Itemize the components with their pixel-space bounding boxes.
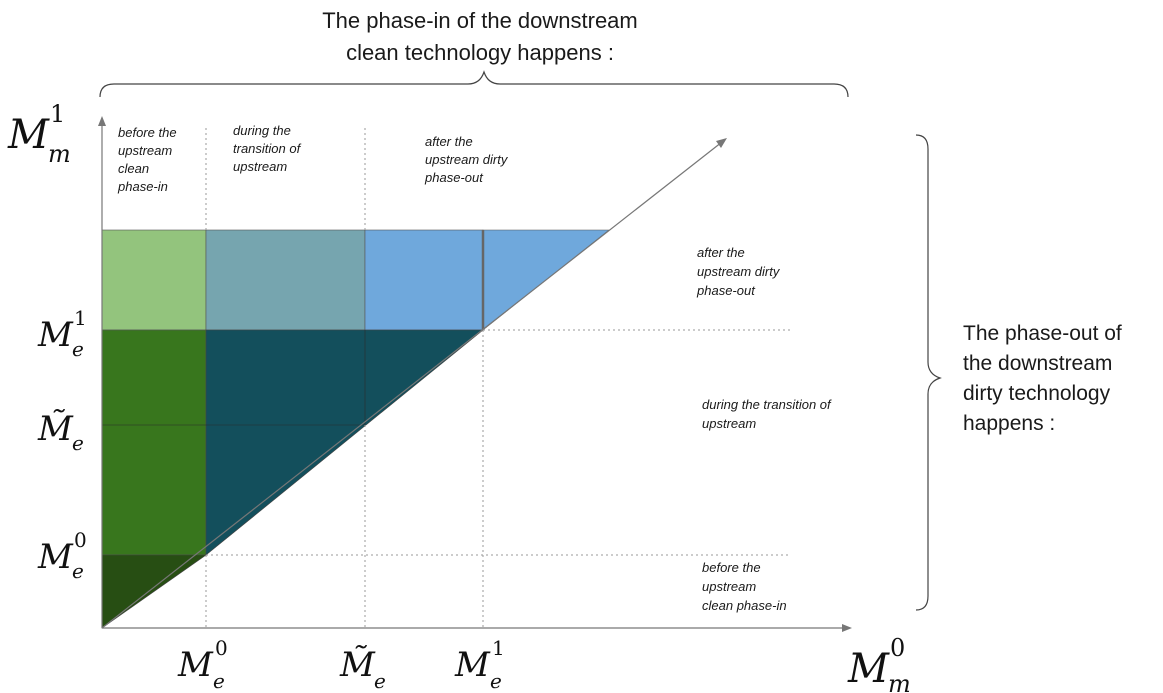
x-axis-arrowhead <box>842 624 852 632</box>
y-tick-me1: M 1 e <box>37 306 87 361</box>
svg-text:M: M <box>37 537 74 577</box>
right-title-line-4: happens : <box>963 412 1055 435</box>
svg-text:before the: before the <box>118 125 177 140</box>
svg-text:M̃: M̃ <box>37 409 74 449</box>
x-axis-label: M 0 m <box>847 634 911 693</box>
right-title-line-3: dirty technology <box>963 382 1111 405</box>
svg-text:0: 0 <box>890 634 905 662</box>
svg-text:phase-out: phase-out <box>696 283 756 298</box>
right-title-line-1: The phase-out of <box>963 322 1122 345</box>
svg-text:clean phase-in: clean phase-in <box>702 598 787 613</box>
y-tick-me0: M 0 e <box>37 528 87 583</box>
svg-text:upstream: upstream <box>118 143 172 158</box>
top-title-line-2: clean technology happens : <box>346 40 614 65</box>
svg-text:upstream dirty: upstream dirty <box>697 264 781 279</box>
svg-text:upstream: upstream <box>702 579 756 594</box>
column-note-before: before the upstream clean phase-in <box>117 125 177 194</box>
x-tick-me1: M 1 e <box>454 636 505 693</box>
svg-text:during the transition of: during the transition of <box>702 397 832 412</box>
column-note-during: during the transition of upstream <box>233 123 302 174</box>
right-brace <box>915 134 942 611</box>
region-blue-left <box>364 229 484 331</box>
svg-text:after the: after the <box>425 134 473 149</box>
svg-text:before the: before the <box>702 560 761 575</box>
svg-text:upstream: upstream <box>233 159 287 174</box>
svg-text:e: e <box>72 559 84 583</box>
top-title-line-1: The phase-in of the downstream <box>322 8 638 33</box>
svg-text:e: e <box>72 337 84 361</box>
svg-text:M: M <box>37 315 74 355</box>
svg-text:M: M <box>454 645 491 685</box>
svg-text:during the: during the <box>233 123 291 138</box>
diagonal-line <box>101 141 723 629</box>
svg-text:transition of: transition of <box>233 141 302 156</box>
svg-text:e: e <box>213 669 225 693</box>
row-note-before: before the upstream clean phase-in <box>702 560 787 613</box>
region-dark-teal <box>205 329 484 556</box>
svg-text:upstream: upstream <box>702 416 756 431</box>
x-tick-me0: M 0 e <box>177 636 228 693</box>
svg-text:1: 1 <box>50 100 65 128</box>
svg-text:1: 1 <box>74 306 87 330</box>
svg-text:clean: clean <box>118 161 149 176</box>
svg-text:M̃: M̃ <box>339 645 376 685</box>
svg-text:m: m <box>888 670 911 693</box>
x-tick-mtilde: M̃ e <box>339 645 386 693</box>
y-axis-arrowhead <box>98 116 106 126</box>
svg-text:e: e <box>72 431 84 455</box>
svg-text:0: 0 <box>215 636 228 660</box>
region-dark-green <box>101 329 207 556</box>
y-axis-label: M 1 m <box>7 100 71 168</box>
svg-text:m: m <box>48 140 71 168</box>
svg-text:after the: after the <box>697 245 745 260</box>
row-note-after: after the upstream dirty phase-out <box>696 245 781 298</box>
guide-lines <box>205 128 790 628</box>
svg-text:M: M <box>847 646 890 692</box>
right-title-line-2: the downstream <box>963 352 1112 375</box>
svg-text:e: e <box>490 669 502 693</box>
row-note-during: during the transition of upstream <box>702 397 832 431</box>
region-darkest-green <box>101 554 207 629</box>
top-brace <box>99 70 849 98</box>
svg-text:M: M <box>177 645 214 685</box>
svg-text:phase-in: phase-in <box>117 179 168 194</box>
svg-text:e: e <box>374 669 386 693</box>
region-grey-teal <box>205 229 366 331</box>
region-light-green <box>101 229 207 331</box>
svg-text:M: M <box>7 112 50 158</box>
diagonal-arrowhead <box>716 138 727 148</box>
svg-text:phase-out: phase-out <box>424 170 484 185</box>
y-tick-mtilde: M̃ e <box>37 409 84 455</box>
svg-text:upstream dirty: upstream dirty <box>425 152 509 167</box>
svg-text:1: 1 <box>492 636 505 660</box>
column-note-after: after the upstream dirty phase-out <box>424 134 509 185</box>
axes <box>98 116 852 632</box>
svg-text:0: 0 <box>74 528 87 552</box>
